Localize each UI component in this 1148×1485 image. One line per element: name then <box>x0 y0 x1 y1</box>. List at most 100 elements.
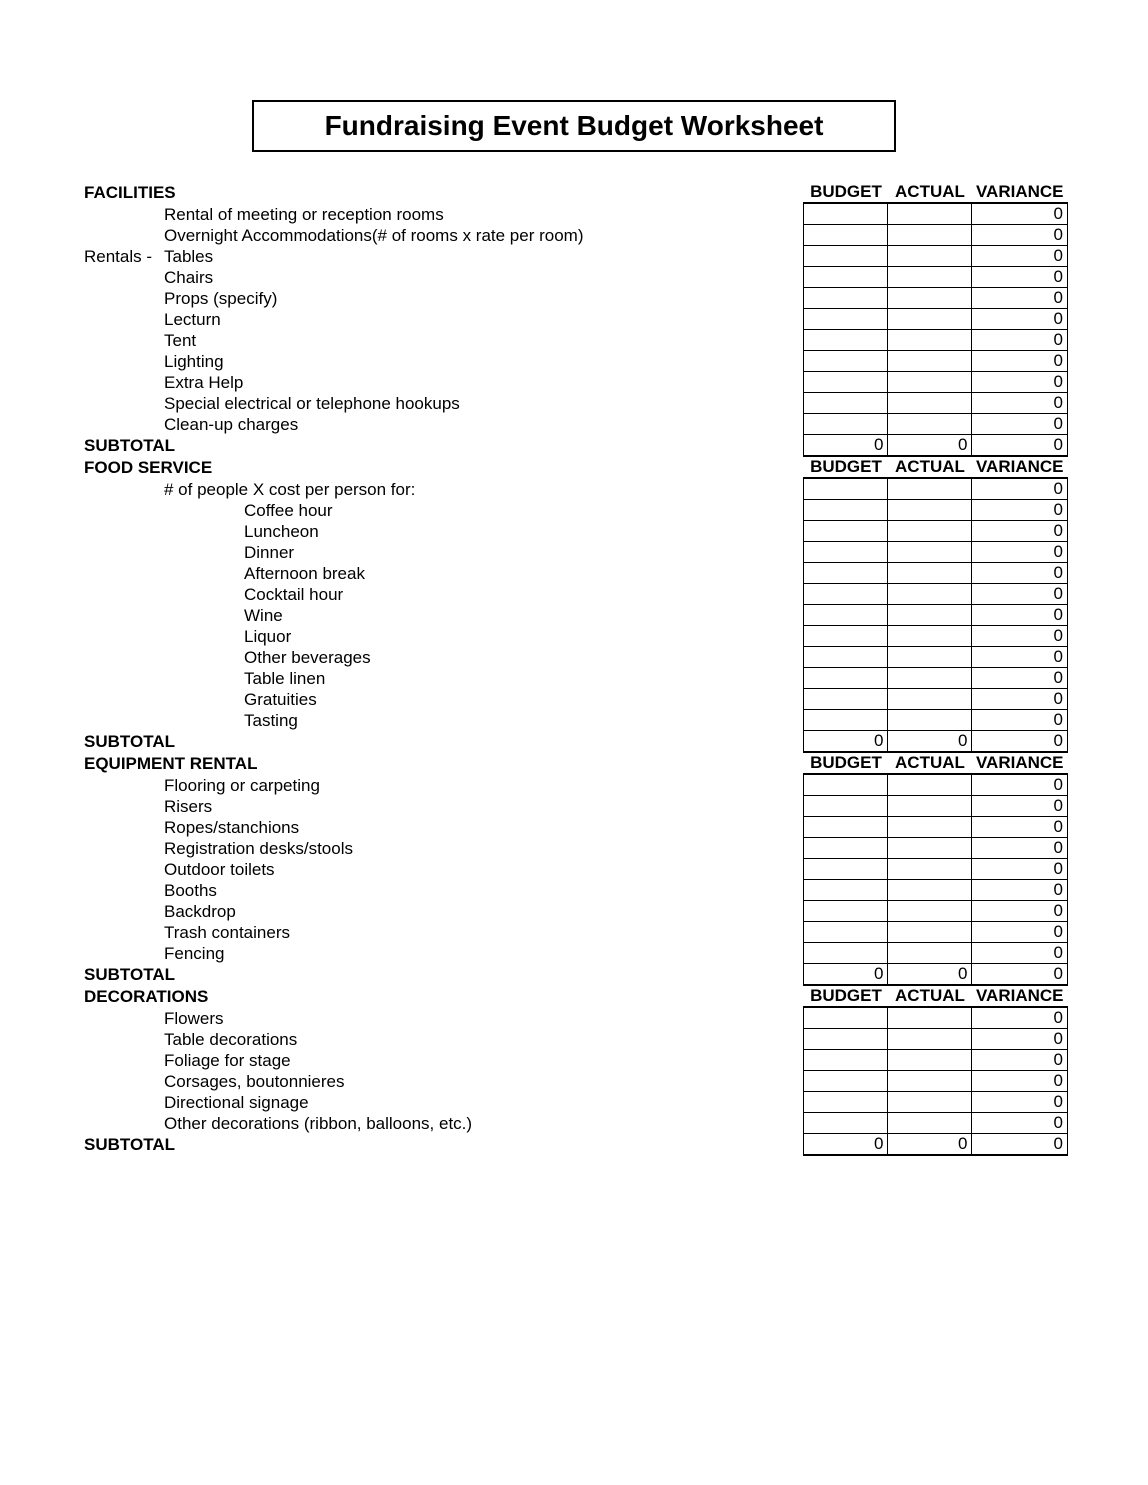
cell-budget <box>804 267 888 288</box>
column-header-budget: BUDGET <box>804 985 888 1007</box>
cell-budget <box>804 943 888 964</box>
row-label: Luncheon <box>240 521 804 542</box>
line-item-row: Tent0 <box>80 330 1068 351</box>
cell-actual <box>888 880 972 901</box>
row-prefix <box>80 267 160 288</box>
column-header-actual: ACTUAL <box>888 985 972 1007</box>
cell-budget <box>804 584 888 605</box>
cell-actual <box>888 689 972 710</box>
cell-actual <box>888 478 972 500</box>
cell-budget <box>804 478 888 500</box>
row-prefix <box>80 880 160 901</box>
cell-budget <box>804 414 888 435</box>
row-prefix <box>80 478 160 500</box>
line-item-row: Afternoon break0 <box>80 563 1068 584</box>
cell-actual <box>888 309 972 330</box>
cell-budget <box>804 689 888 710</box>
row-label: Directional signage <box>160 1092 804 1113</box>
row-label: # of people X cost per person for: <box>160 478 804 500</box>
cell-budget <box>804 309 888 330</box>
row-prefix <box>80 203 160 225</box>
cell-variance: 0 <box>972 774 1068 796</box>
row-prefix <box>80 1071 160 1092</box>
subtotal-label: SUBTOTAL <box>80 964 804 986</box>
line-item-row: Directional signage0 <box>80 1092 1068 1113</box>
column-header-actual: ACTUAL <box>888 182 972 203</box>
cell-variance: 0 <box>972 901 1068 922</box>
cell-variance: 0 <box>972 796 1068 817</box>
cell-variance: 0 <box>972 225 1068 246</box>
row-label: Lecturn <box>160 309 804 330</box>
row-prefix <box>80 225 160 246</box>
subtotal-row: SUBTOTAL000 <box>80 435 1068 457</box>
row-label: Fencing <box>160 943 804 964</box>
column-header-variance: VARIANCE <box>972 456 1068 478</box>
cell-variance: 0 <box>972 288 1068 309</box>
cell-variance: 0 <box>972 584 1068 605</box>
subtotal-row: SUBTOTAL000 <box>80 731 1068 753</box>
cell-budget <box>804 1113 888 1134</box>
cell-variance: 0 <box>972 710 1068 731</box>
line-item-row: Flooring or carpeting0 <box>80 774 1068 796</box>
row-prefix <box>80 838 160 859</box>
cell-budget <box>804 901 888 922</box>
row-label: Extra Help <box>160 372 804 393</box>
cell-budget <box>804 203 888 225</box>
cell-variance: 0 <box>972 943 1068 964</box>
cell-actual <box>888 267 972 288</box>
cell-actual <box>888 859 972 880</box>
row-label: Booths <box>160 880 804 901</box>
line-item-row: Clean-up charges0 <box>80 414 1068 435</box>
cell-variance: 0 <box>972 626 1068 647</box>
cell-variance: 0 <box>972 605 1068 626</box>
line-item-row: Cocktail hour 0 <box>80 584 1068 605</box>
row-indent <box>160 500 240 521</box>
cell-variance: 0 <box>972 478 1068 500</box>
cell-budget <box>804 1092 888 1113</box>
subtotal-row: SUBTOTAL000 <box>80 1134 1068 1156</box>
row-prefix <box>80 521 160 542</box>
section-header-row: DECORATIONSBUDGETACTUALVARIANCE <box>80 985 1068 1007</box>
row-label: Cocktail hour <box>240 584 804 605</box>
row-prefix <box>80 414 160 435</box>
row-label: Special electrical or telephone hookups <box>160 393 804 414</box>
subtotal-budget: 0 <box>804 435 888 457</box>
cell-actual <box>888 225 972 246</box>
section-header-row: EQUIPMENT RENTALBUDGETACTUALVARIANCE <box>80 752 1068 774</box>
line-item-row: Luncheon0 <box>80 521 1068 542</box>
row-prefix <box>80 647 160 668</box>
cell-budget <box>804 605 888 626</box>
row-label: Corsages, boutonnieres <box>160 1071 804 1092</box>
line-item-row: Liquor 0 <box>80 626 1068 647</box>
subtotal-actual: 0 <box>888 731 972 753</box>
subtotal-label: SUBTOTAL <box>80 1134 804 1156</box>
column-header-budget: BUDGET <box>804 182 888 203</box>
row-label: Liquor <box>240 626 804 647</box>
cell-actual <box>888 288 972 309</box>
cell-actual <box>888 1092 972 1113</box>
line-item-row: Extra Help0 <box>80 372 1068 393</box>
row-label: Lighting <box>160 351 804 372</box>
cell-budget <box>804 372 888 393</box>
row-label: Other beverages <box>240 647 804 668</box>
line-item-row: Lecturn0 <box>80 309 1068 330</box>
line-item-row: Backdrop0 <box>80 901 1068 922</box>
cell-budget <box>804 246 888 267</box>
cell-budget <box>804 225 888 246</box>
row-label: Tent <box>160 330 804 351</box>
section-heading: FACILITIES <box>80 182 804 203</box>
row-prefix <box>80 605 160 626</box>
row-prefix <box>80 542 160 563</box>
row-label: Registration desks/stools <box>160 838 804 859</box>
row-prefix <box>80 563 160 584</box>
subtotal-variance: 0 <box>972 731 1068 753</box>
line-item-row: Other decorations (ribbon, balloons, etc… <box>80 1113 1068 1134</box>
line-item-row: Table decorations0 <box>80 1029 1068 1050</box>
cell-variance: 0 <box>972 203 1068 225</box>
page-title: Fundraising Event Budget Worksheet <box>254 110 894 142</box>
row-prefix <box>80 500 160 521</box>
cell-variance: 0 <box>972 246 1068 267</box>
line-item-row: Corsages, boutonnieres0 <box>80 1071 1068 1092</box>
row-prefix <box>80 330 160 351</box>
cell-budget <box>804 859 888 880</box>
